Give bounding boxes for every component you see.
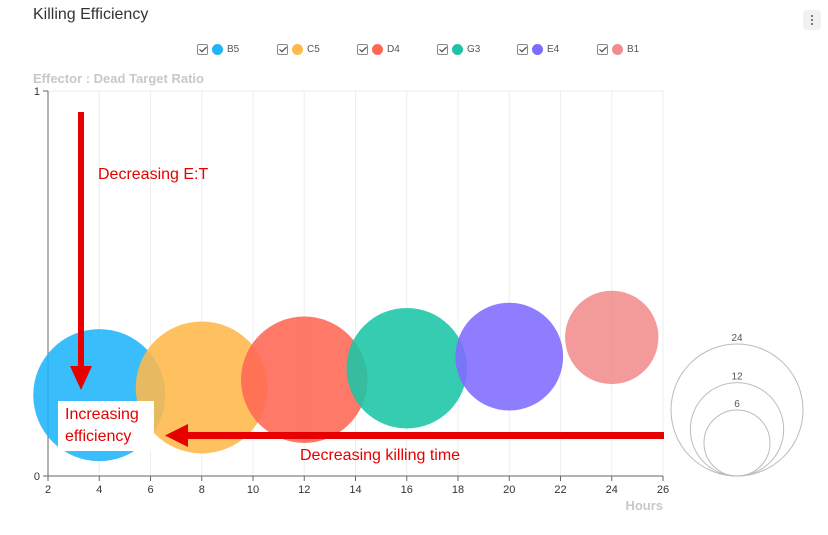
size-legend-label: 12 (731, 372, 743, 383)
legend-color-dot (532, 44, 543, 55)
x-tick-label: 16 (401, 484, 413, 496)
bubble-b1 (565, 290, 659, 385)
menu-dot-icon (811, 19, 813, 21)
annotation-vertical: Decreasing E:T (98, 166, 209, 183)
bubble-d4 (241, 316, 368, 443)
x-tick-label: 12 (298, 484, 310, 496)
legend-label: G3 (467, 44, 481, 55)
x-tick-label: 22 (554, 484, 566, 496)
legend-color-dot (212, 44, 223, 55)
bubble-g3 (346, 307, 467, 429)
x-tick-label: 4 (96, 484, 102, 496)
legend-checkbox[interactable] (277, 44, 288, 55)
legend-checkbox[interactable] (197, 44, 208, 55)
x-axis-title: Hours (625, 498, 663, 513)
bubble-e4 (455, 302, 564, 411)
y-axis-title: Effector : Dead Target Ratio (33, 71, 204, 86)
legend-item-b5[interactable]: B5 (197, 44, 239, 55)
legend-checkbox[interactable] (437, 44, 448, 55)
chart-menu-button[interactable] (803, 10, 821, 30)
legend-label: B5 (227, 44, 240, 55)
legend-item-g3[interactable]: G3 (437, 44, 480, 55)
x-tick-label: 10 (247, 484, 259, 496)
x-tick-label: 8 (199, 484, 205, 496)
horizontal-arrow-head (165, 424, 188, 447)
x-tick-label: 18 (452, 484, 464, 496)
legend-color-dot (612, 44, 623, 55)
annotation-box: Increasing efficiency (58, 401, 154, 451)
legend-label: E4 (547, 44, 560, 55)
legend-label: C5 (307, 44, 320, 55)
horizontal-arrow-shaft (186, 432, 664, 439)
legend-checkbox[interactable] (517, 44, 528, 55)
x-tick-label: 24 (606, 484, 618, 496)
vertical-arrow-head (70, 366, 92, 390)
vertical-arrow-shaft (78, 112, 84, 368)
legend-item-b1[interactable]: B1 (597, 44, 639, 55)
legend-color-dot (372, 44, 383, 55)
legend-item-d4[interactable]: D4 (357, 44, 400, 55)
legend-item-e4[interactable]: E4 (517, 44, 559, 55)
legend-color-dot (292, 44, 303, 55)
x-tick-label: 6 (147, 484, 153, 496)
menu-dot-icon (811, 15, 813, 17)
menu-dot-icon (811, 23, 813, 25)
x-tick-label: 20 (503, 484, 515, 496)
chart-title: Killing Efficiency (33, 6, 149, 23)
legend-checkbox[interactable] (597, 44, 608, 55)
size-legend-circle (703, 409, 771, 477)
legend-label: D4 (387, 44, 400, 55)
legend-checkbox[interactable] (357, 44, 368, 55)
x-tick-label: 2 (45, 484, 51, 496)
legend-color-dot (452, 44, 463, 55)
legend-item-c5[interactable]: C5 (277, 44, 320, 55)
size-legend-label: 6 (734, 399, 740, 410)
size-legend-circle (689, 382, 785, 477)
legend-label: B1 (627, 44, 640, 55)
annotation-horizontal: Decreasing killing time (300, 447, 461, 464)
bubble-c5 (135, 321, 268, 454)
size-legend-label: 24 (731, 333, 743, 344)
x-tick-label: 14 (349, 484, 361, 496)
y-tick-label: 1 (34, 86, 40, 98)
x-tick-label: 26 (657, 484, 669, 496)
y-tick-label: 0 (34, 471, 40, 483)
